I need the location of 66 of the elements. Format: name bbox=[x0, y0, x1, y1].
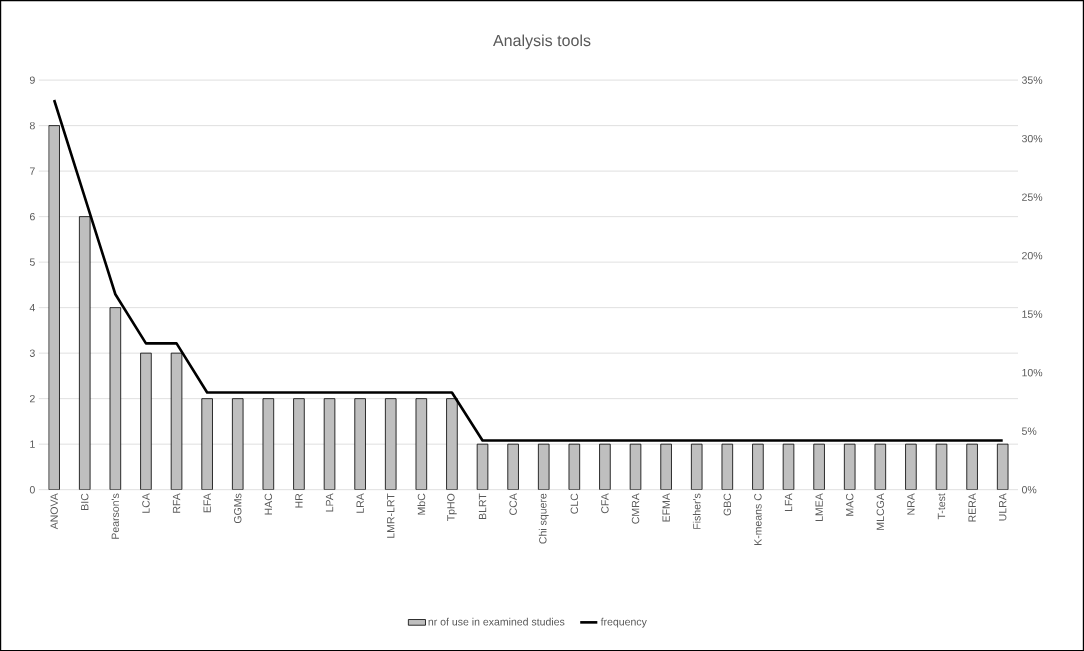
y-tick-label: 3 bbox=[29, 349, 35, 357]
x-tick-label: T-test bbox=[937, 493, 946, 520]
legend-label: nr of use in examined studies bbox=[428, 617, 565, 626]
bar bbox=[966, 443, 978, 490]
y-tick-label: 0 bbox=[29, 485, 35, 494]
x-tick-label: Fisher's bbox=[692, 493, 701, 529]
x-tick-label: HAC bbox=[264, 493, 273, 515]
bar bbox=[446, 398, 458, 490]
bar bbox=[293, 398, 305, 490]
x-tick-label: MbC bbox=[417, 493, 426, 515]
bar bbox=[599, 443, 611, 490]
y2-tick-label: 15% bbox=[1022, 310, 1043, 318]
x-tick-label: NRA bbox=[907, 493, 915, 515]
y-tick-label: 5 bbox=[29, 258, 35, 266]
x-tick-label: BIC bbox=[81, 493, 89, 510]
y2-tick-label: 20% bbox=[1022, 251, 1043, 260]
x-tick-label: ULRA bbox=[999, 493, 1007, 521]
y-tick-label: 1 bbox=[30, 440, 35, 448]
y2-tick-label: 25% bbox=[1022, 193, 1043, 201]
y2-tick-label: 5% bbox=[1021, 427, 1037, 435]
y2-tick-label: 10% bbox=[1022, 368, 1043, 377]
bar bbox=[905, 443, 917, 490]
bar bbox=[140, 352, 152, 490]
bar bbox=[48, 125, 60, 490]
x-tick-label: CMRA bbox=[631, 493, 640, 524]
x-tick-label: LRA bbox=[356, 493, 364, 513]
x-tick-label: LFA bbox=[784, 493, 793, 511]
y-tick-label: 9 bbox=[29, 76, 35, 84]
x-tick-label: MLCGA bbox=[876, 493, 885, 530]
x-tick-label: LPA bbox=[325, 493, 334, 512]
x-tick-label: Chi squere bbox=[538, 493, 549, 544]
y-tick-label: 6 bbox=[29, 212, 35, 221]
x-tick-label: LMEA bbox=[815, 493, 823, 521]
x-tick-label: RFA bbox=[172, 493, 181, 513]
x-tick-label: GGMs bbox=[234, 493, 242, 523]
x-tick-label: HR bbox=[295, 493, 303, 508]
x-tick-label: LMR-LRT bbox=[387, 493, 395, 538]
x-tick-label: BLRT bbox=[478, 493, 487, 519]
y2-tick-label: 30% bbox=[1021, 134, 1043, 143]
bar bbox=[354, 398, 366, 490]
x-tick-label: CFA bbox=[601, 493, 609, 514]
x-tick-label: K-means C bbox=[754, 493, 762, 545]
x-tick-label: Pearson's bbox=[111, 493, 120, 539]
bar bbox=[752, 443, 764, 490]
y-tick-label: 8 bbox=[29, 121, 35, 130]
y-tick-label: 2 bbox=[29, 394, 35, 403]
y2-tick-label: 35% bbox=[1021, 76, 1043, 84]
chart-title: Analysis tools bbox=[493, 34, 591, 50]
bar bbox=[507, 443, 519, 490]
bar bbox=[813, 443, 825, 490]
x-tick-label: CCA bbox=[509, 493, 517, 515]
x-tick-label: ANOVA bbox=[50, 493, 58, 530]
y-tick-label: 7 bbox=[29, 167, 35, 175]
x-tick-label: RERA bbox=[968, 493, 976, 522]
bar bbox=[660, 443, 672, 490]
x-tick-label: EFMA bbox=[662, 493, 670, 522]
x-tick-label: GBC bbox=[723, 493, 732, 516]
x-tick-label: TpHO bbox=[447, 493, 457, 521]
x-tick-label: MAC bbox=[845, 493, 854, 516]
x-tick-label: EFA bbox=[203, 493, 211, 513]
bar bbox=[201, 398, 213, 490]
x-tick-label: CLC bbox=[570, 493, 579, 514]
legend-label: frequency bbox=[600, 617, 647, 628]
x-tick-label: LCA bbox=[142, 493, 150, 513]
y-tick-label: 4 bbox=[29, 303, 35, 312]
y2-tick-label: 0% bbox=[1021, 485, 1037, 494]
